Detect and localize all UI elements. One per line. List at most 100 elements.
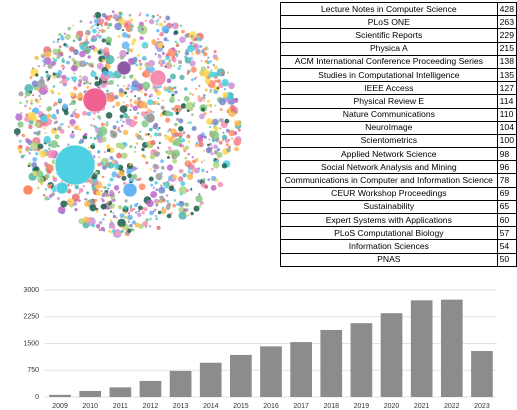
node bbox=[60, 36, 65, 41]
node bbox=[213, 50, 217, 54]
node bbox=[127, 83, 131, 87]
node bbox=[152, 123, 159, 130]
node bbox=[203, 135, 207, 139]
node bbox=[93, 137, 97, 140]
node bbox=[152, 110, 155, 114]
node bbox=[153, 169, 157, 173]
node bbox=[132, 105, 139, 112]
node bbox=[73, 86, 78, 91]
node bbox=[18, 144, 23, 149]
node bbox=[83, 91, 86, 94]
node bbox=[95, 33, 100, 38]
node bbox=[42, 193, 46, 197]
node bbox=[235, 139, 241, 145]
node bbox=[138, 205, 143, 211]
node bbox=[61, 74, 67, 80]
node bbox=[190, 66, 197, 73]
node bbox=[31, 80, 39, 87]
node bbox=[28, 123, 31, 127]
node bbox=[148, 127, 153, 132]
node bbox=[210, 175, 217, 182]
node bbox=[127, 214, 133, 221]
node bbox=[154, 214, 157, 218]
node bbox=[123, 205, 128, 210]
node bbox=[113, 160, 119, 165]
node bbox=[58, 32, 62, 37]
node bbox=[124, 87, 128, 90]
node bbox=[169, 73, 176, 80]
node bbox=[106, 200, 110, 204]
node bbox=[100, 122, 105, 127]
node bbox=[25, 146, 30, 151]
journal-count: 215 bbox=[496, 41, 517, 56]
node bbox=[71, 136, 74, 139]
node bbox=[203, 99, 206, 103]
node bbox=[51, 192, 56, 197]
node bbox=[124, 22, 129, 27]
node bbox=[170, 212, 173, 215]
node bbox=[136, 134, 142, 140]
node bbox=[189, 121, 192, 124]
node bbox=[195, 76, 198, 79]
node bbox=[178, 59, 183, 64]
node bbox=[178, 168, 184, 174]
node bbox=[184, 87, 188, 91]
node bbox=[153, 198, 159, 204]
node bbox=[164, 65, 167, 68]
node bbox=[155, 23, 158, 26]
node bbox=[106, 148, 111, 153]
bar bbox=[109, 387, 132, 397]
node bbox=[56, 196, 61, 201]
journal-count: 135 bbox=[496, 67, 517, 83]
node bbox=[163, 181, 171, 189]
node bbox=[133, 100, 138, 105]
node bbox=[143, 92, 148, 97]
node bbox=[167, 146, 172, 150]
node bbox=[178, 200, 185, 207]
node bbox=[211, 118, 219, 126]
node bbox=[163, 20, 167, 24]
node bbox=[197, 49, 201, 53]
node bbox=[179, 74, 185, 80]
node bbox=[172, 141, 177, 146]
node bbox=[100, 203, 107, 210]
node bbox=[189, 92, 192, 95]
node bbox=[159, 59, 163, 62]
node bbox=[38, 94, 41, 98]
node bbox=[91, 184, 95, 187]
node bbox=[93, 23, 96, 26]
bar bbox=[139, 380, 162, 397]
node bbox=[178, 211, 187, 220]
node bbox=[78, 218, 85, 225]
node bbox=[182, 173, 187, 178]
node bbox=[218, 98, 227, 106]
node bbox=[83, 82, 86, 85]
node bbox=[148, 224, 152, 228]
node bbox=[70, 113, 74, 118]
bar bbox=[199, 362, 222, 397]
x-tick-label: 2016 bbox=[263, 403, 279, 410]
node bbox=[160, 105, 165, 110]
node bbox=[97, 50, 102, 55]
node bbox=[37, 64, 40, 68]
node bbox=[120, 119, 123, 122]
node bbox=[95, 224, 101, 229]
node bbox=[168, 185, 175, 192]
node bbox=[200, 59, 203, 62]
node bbox=[210, 152, 214, 156]
node bbox=[137, 212, 142, 217]
bar bbox=[440, 299, 463, 397]
node bbox=[94, 76, 99, 80]
node bbox=[165, 117, 171, 123]
node bbox=[191, 159, 197, 164]
node bbox=[143, 207, 148, 212]
node bbox=[191, 169, 195, 173]
node bbox=[197, 134, 204, 141]
node bbox=[208, 138, 211, 141]
bar bbox=[79, 390, 102, 397]
journal-count: 96 bbox=[496, 160, 517, 175]
node bbox=[95, 190, 102, 196]
node bbox=[186, 33, 190, 36]
node bbox=[140, 91, 144, 94]
x-tick-label: 2010 bbox=[82, 403, 98, 410]
